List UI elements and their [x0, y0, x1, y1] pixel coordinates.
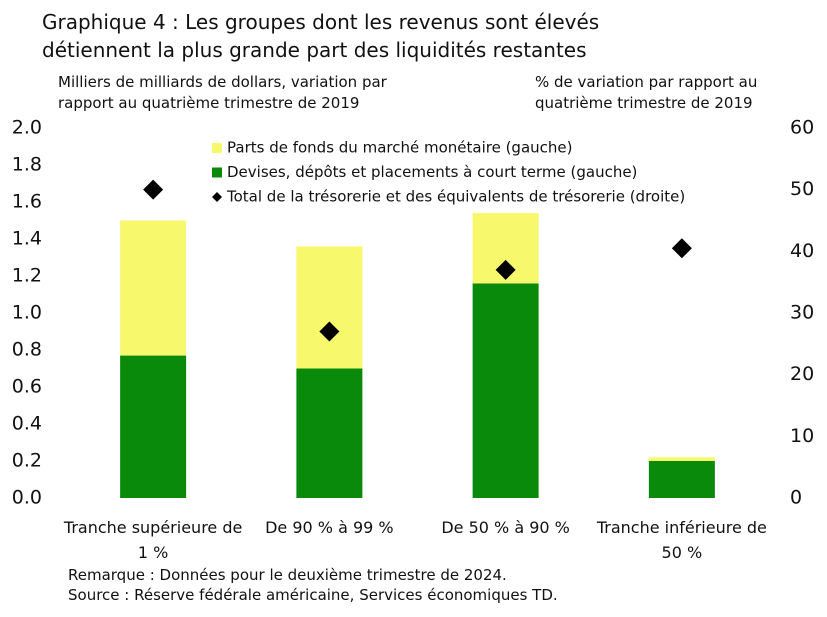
- y2-tick-label: 60: [790, 117, 814, 139]
- bar-segment: [648, 461, 715, 498]
- bar-segment: [120, 355, 187, 498]
- marker: [319, 321, 340, 342]
- marker: [671, 238, 692, 259]
- legend-label: Total de la trésorerie et des équivalent…: [226, 188, 685, 206]
- chart-title: Graphique 4 : Les groupes dont les reven…: [42, 10, 600, 62]
- note: Remarque : Données pour le deuxième trim…: [68, 566, 507, 584]
- x-tick-label: Tranche inférieure de 50 %: [596, 518, 767, 562]
- y-tick-label: 1.2: [12, 265, 42, 287]
- legend-label: Devises, dépôts et placements à court te…: [227, 163, 637, 181]
- y-tick-label: 1.8: [12, 154, 42, 176]
- bar-segment: [296, 246, 363, 369]
- y-tick-label: 0.6: [12, 376, 42, 398]
- y-tick-label: 2.0: [12, 117, 42, 139]
- y2-tick-label: 50: [790, 178, 814, 200]
- y-tick-label: 0.8: [12, 339, 42, 361]
- y2-tick-label: 0: [790, 487, 802, 509]
- marker: [495, 259, 516, 280]
- y-tick-label: 1.4: [12, 228, 42, 250]
- legend-marker: [212, 192, 222, 202]
- bar-segment: [648, 457, 715, 461]
- y2-tick-label: 20: [790, 363, 814, 385]
- y2-axis-label: % de variation par rapport au quatrième …: [535, 73, 758, 112]
- bar-segment: [120, 220, 187, 356]
- y-axis-label: Milliers de milliards de dollars, variat…: [58, 73, 387, 112]
- legend-swatch: [212, 143, 222, 153]
- x-tick-label: De 90 % à 99 %: [265, 518, 394, 537]
- bar-segment: [296, 368, 363, 498]
- legend-swatch: [212, 167, 222, 178]
- y2-tick-label: 30: [790, 302, 814, 324]
- bar-segment: [472, 283, 539, 498]
- legend-label: Parts de fonds du marché monétaire (gauc…: [227, 139, 572, 157]
- y-tick-label: 0.4: [12, 413, 42, 435]
- y-tick-label: 1.0: [12, 302, 42, 324]
- source: Source : Réserve fédérale américaine, Se…: [68, 586, 558, 604]
- y2-tick-label: 10: [790, 425, 814, 447]
- y-tick-label: 0.2: [12, 450, 42, 472]
- y-tick-label: 0.0: [12, 487, 42, 509]
- x-tick-label: De 50 % à 90 %: [441, 518, 570, 537]
- y2-tick-label: 40: [790, 240, 814, 262]
- x-tick-label: Tranche supérieure de 1 %: [63, 518, 243, 562]
- y-tick-label: 1.6: [12, 191, 42, 213]
- marker: [143, 179, 164, 200]
